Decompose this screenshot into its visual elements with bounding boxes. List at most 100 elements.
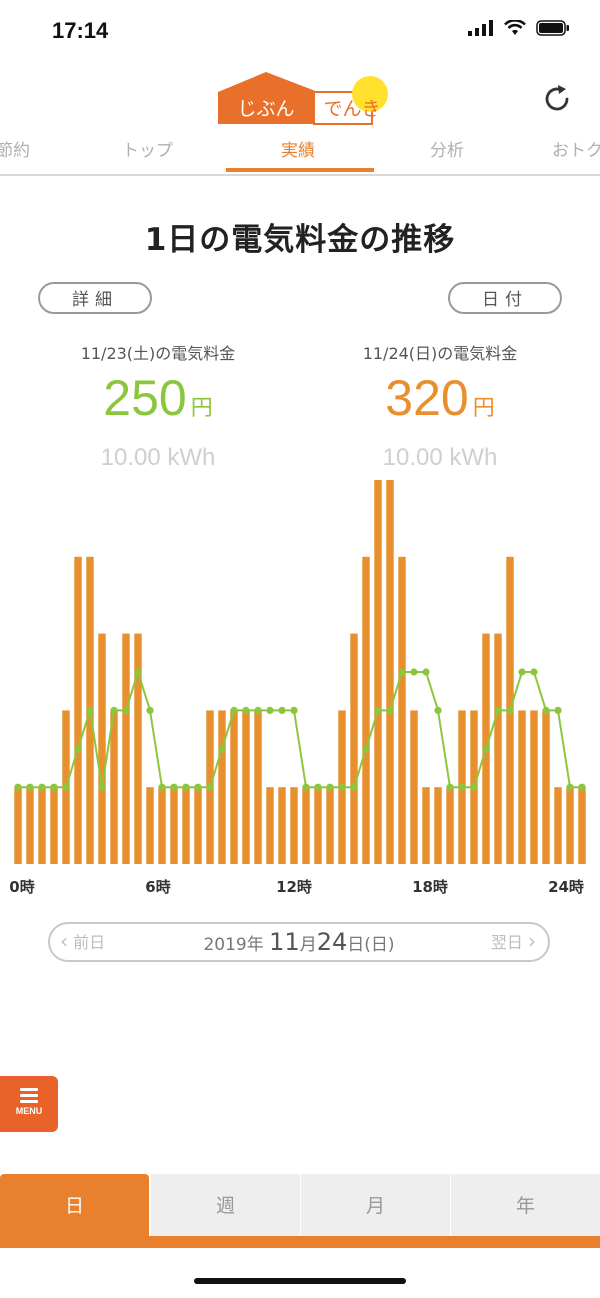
chart-bar [170, 787, 178, 864]
chart-point [518, 668, 526, 676]
tab-deals[interactable]: おトク [552, 141, 600, 161]
chart-point [278, 706, 286, 714]
hamburger-icon [20, 1088, 38, 1103]
period-tab-week[interactable]: 週 [151, 1174, 300, 1238]
x-tick-label: 12時 [276, 878, 312, 896]
chart-bar [110, 710, 118, 864]
chart-bar [194, 787, 202, 864]
battery-icon [536, 20, 569, 36]
chart-bar [14, 787, 22, 864]
summary-current-day: 11/24(日)の電気料金 320 円 10.00 kWh [290, 340, 590, 472]
chart-point [506, 706, 514, 714]
chart-bar [26, 787, 34, 864]
chart-bar [494, 633, 502, 864]
chart-point [134, 668, 142, 676]
previous-day-label: 前日 [73, 933, 106, 952]
chart-bar [314, 787, 322, 864]
summary-kwh: 10.00 kWh [382, 444, 498, 471]
x-tick-label: 0時 [9, 878, 34, 896]
chart-point [302, 783, 310, 791]
current-date: 2019年 11月24日(日) [50, 928, 548, 956]
detail-button[interactable]: 詳細 [38, 282, 152, 314]
chart-point [314, 783, 322, 791]
chart-bar [326, 787, 334, 864]
chart-bar [50, 787, 58, 864]
chart-bar [386, 480, 394, 864]
chart-line [18, 668, 582, 789]
chart-point [242, 706, 250, 714]
chart-bar [446, 787, 454, 864]
chart-bar [218, 710, 226, 864]
chart-bar [38, 787, 46, 864]
status-time: 17:14 [52, 18, 109, 43]
app-header: じぶん でんき [0, 64, 600, 126]
chart-point [110, 706, 118, 714]
date-button[interactable]: 日付 [448, 282, 562, 314]
chart-bar [398, 556, 406, 864]
chart-point [326, 783, 334, 791]
next-day-label: 翌日 [490, 933, 523, 952]
period-tab-year[interactable]: 年 [451, 1174, 600, 1238]
previous-day-button[interactable]: ‹ 前日 [60, 929, 105, 953]
chart-svg: 0時 6時 12時 18時 24時 [9, 480, 586, 896]
chart-bar [542, 710, 550, 864]
chart-bar [158, 787, 166, 864]
chart-bar [302, 787, 310, 864]
period-tab-month[interactable]: 月 [301, 1174, 450, 1238]
chart-point [350, 783, 358, 791]
chart-point [146, 706, 154, 714]
chart-bar [146, 787, 154, 864]
chart-point [398, 668, 406, 676]
x-tick-label: 6時 [145, 878, 170, 896]
chart-point [158, 783, 166, 791]
period-tab-strip [0, 1236, 600, 1248]
summary-date: 11/24(日)の電気料金 [362, 344, 518, 363]
signal-icon [468, 20, 493, 36]
chevron-left-icon: ‹ [60, 929, 68, 953]
chart-point [338, 783, 346, 791]
date-day: 24 [316, 928, 348, 956]
chart-point [26, 783, 34, 791]
chart-bar [74, 556, 82, 864]
chart-point [50, 783, 58, 791]
menu-button[interactable]: MENU [0, 1076, 58, 1132]
chart-bar [242, 710, 250, 864]
chart-point [434, 706, 442, 714]
chart-bar [410, 710, 418, 864]
chart-point [86, 706, 94, 714]
chart-point [218, 745, 226, 753]
chart-bar [278, 787, 286, 864]
next-day-button[interactable]: 翌日 › [491, 929, 536, 953]
page-title: 1日の電気料金の推移 [144, 222, 456, 258]
refresh-icon [545, 85, 569, 111]
period-tabs: 日 週 月 年 [0, 1174, 600, 1238]
chart-point [14, 783, 22, 791]
x-tick-label: 24時 [548, 878, 584, 896]
chart-point [170, 783, 178, 791]
chart-point [458, 783, 466, 791]
status-bar: 17:14 [0, 0, 600, 64]
tab-saving[interactable]: 節約 [0, 141, 30, 161]
chart-bar [554, 787, 562, 864]
chart-point [290, 706, 298, 714]
status-icons [468, 20, 570, 36]
chart-bar [182, 787, 190, 864]
summary-kwh: 10.00 kWh [100, 444, 216, 471]
period-tab-day[interactable]: 日 [0, 1174, 149, 1238]
chart-point [554, 706, 562, 714]
tab-results[interactable]: 実績 [281, 141, 315, 161]
summary-amount: 250 円 [8, 370, 308, 436]
chart-bar [374, 480, 382, 864]
tab-analysis[interactable]: 分析 [430, 141, 464, 161]
chart-point [410, 668, 418, 676]
chart-point [362, 745, 370, 753]
chart-bar [266, 787, 274, 864]
chart-point [578, 783, 586, 791]
refresh-button[interactable] [540, 82, 574, 116]
tab-top[interactable]: トップ [122, 141, 173, 161]
chart-point [386, 706, 394, 714]
chart-point [74, 745, 82, 753]
chart-bar [434, 787, 442, 864]
chart-point [206, 783, 214, 791]
summary-date: 11/23(土)の電気料金 [80, 344, 236, 363]
